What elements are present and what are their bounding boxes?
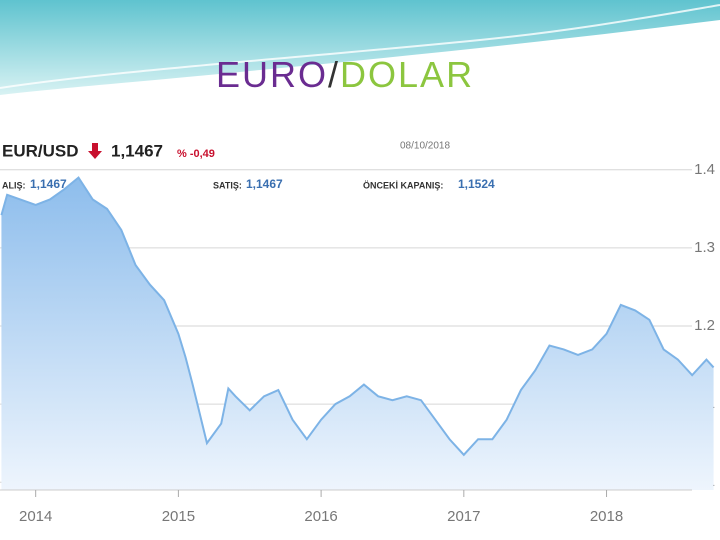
area-fill	[1, 177, 714, 490]
x-tick-label: 2016	[304, 508, 337, 525]
banner-wave	[0, 4, 720, 89]
y-tick-label: 1.2	[694, 317, 715, 334]
symbol: EUR/USD	[2, 141, 79, 160]
x-tick-label: 2018	[590, 508, 623, 525]
bid-label: ALIŞ:	[2, 180, 26, 190]
y-tick-label: 1.3	[694, 239, 715, 256]
ask: 1,1467	[246, 177, 283, 191]
bid: 1,1467	[30, 177, 67, 191]
prev-label: ÖNCEKİ KAPANIŞ:	[363, 180, 443, 190]
x-tick-label: 2017	[447, 508, 480, 525]
banner	[0, 0, 720, 95]
change: % -0,49	[177, 148, 215, 160]
title-dolar: DOLAR	[340, 54, 474, 95]
date: 08/10/2018	[400, 141, 450, 152]
line	[0, 176, 715, 457]
x-tick-label: 2014	[19, 508, 52, 525]
down-arrow	[88, 143, 102, 159]
y-tick-label: 1.4	[694, 161, 715, 178]
prev: 1,1524	[458, 177, 495, 191]
ask-label: SATIŞ:	[213, 180, 242, 190]
price: 1,1467	[111, 141, 163, 160]
title-euro: EURO	[216, 54, 328, 95]
x-tick-label: 2015	[162, 508, 195, 525]
title-slash: /	[328, 54, 340, 95]
slide-title: EURO/DOLAR	[216, 54, 474, 95]
